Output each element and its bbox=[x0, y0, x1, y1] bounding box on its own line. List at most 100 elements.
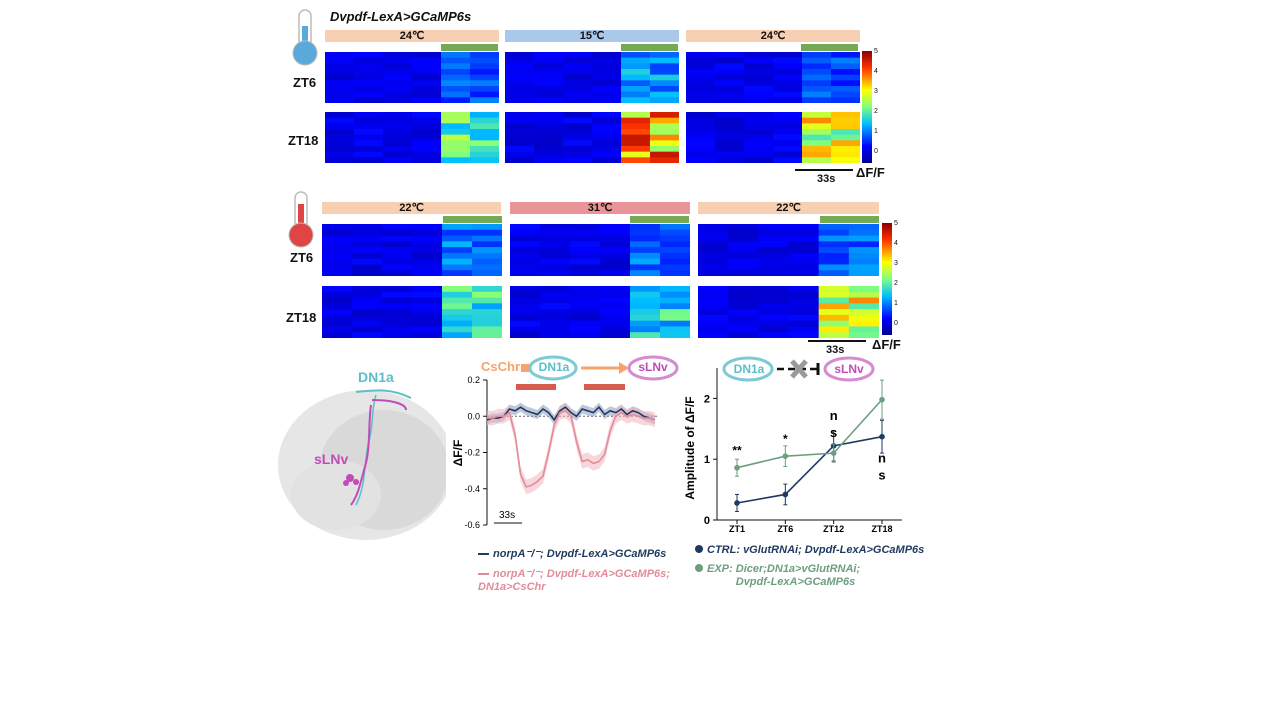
heatmap-cell bbox=[325, 52, 355, 59]
x-tick-label: ZT6 bbox=[777, 524, 793, 534]
heatmap-cell bbox=[831, 151, 860, 158]
heatmap-cell bbox=[715, 86, 745, 93]
significance-label: s bbox=[878, 467, 885, 482]
heatmap-cell bbox=[563, 52, 593, 59]
colorbar-tick: 2 bbox=[894, 280, 898, 287]
node-slnv: sLNv bbox=[638, 360, 668, 374]
heatmap-cell bbox=[802, 112, 832, 119]
heatmap-cell bbox=[354, 91, 384, 98]
heatmap-cell bbox=[650, 86, 679, 93]
node-dn1a: DN1a bbox=[538, 360, 570, 374]
heatmap-cell bbox=[382, 291, 413, 299]
heatmap-cell bbox=[325, 134, 355, 141]
heatmap-cell bbox=[818, 291, 850, 299]
heatmap-cell bbox=[325, 146, 355, 153]
colorbar-tick: 1 bbox=[894, 300, 898, 307]
heatmap-cell bbox=[505, 117, 535, 124]
heatmap-cell bbox=[630, 270, 661, 276]
colorbar-tick: 3 bbox=[894, 260, 898, 267]
heatmap-cell bbox=[698, 286, 729, 293]
heatmap-cell bbox=[412, 140, 442, 147]
heatmap-cell bbox=[744, 112, 774, 119]
heatmap-cell bbox=[570, 297, 601, 304]
heatmap-cell bbox=[540, 291, 571, 299]
heatmap-cell bbox=[505, 80, 535, 87]
heatmap-cell bbox=[686, 91, 716, 98]
legend-marker bbox=[695, 564, 703, 572]
heatmap-cell bbox=[412, 252, 443, 260]
heatmap-cell bbox=[540, 258, 571, 265]
heatmap-cell bbox=[630, 286, 661, 293]
heatmap-cell bbox=[441, 63, 471, 70]
heatmap-cell bbox=[660, 291, 690, 299]
heatmap-cell bbox=[630, 235, 661, 242]
heatmap-cell bbox=[505, 112, 535, 119]
heatmap-cell bbox=[442, 258, 473, 265]
heatmap-cell bbox=[744, 134, 774, 141]
y-tick-label: 2 bbox=[704, 393, 710, 405]
heatmap-cell bbox=[472, 264, 502, 271]
heatmap-cell bbox=[728, 229, 759, 237]
heatmap-cell bbox=[592, 91, 622, 98]
heatmap-cell bbox=[382, 247, 413, 254]
heatmap-cell bbox=[325, 112, 355, 119]
heatmap-cell bbox=[715, 57, 745, 64]
heatmap-cell bbox=[744, 63, 774, 70]
stim-bar bbox=[441, 44, 498, 51]
heatmap-cell bbox=[412, 320, 443, 327]
heatmap-cell bbox=[325, 117, 355, 124]
heatmap-cell bbox=[441, 157, 471, 163]
heatmap-cell bbox=[773, 74, 803, 81]
heatmap-cell bbox=[540, 297, 571, 304]
heatmap-cell bbox=[563, 97, 593, 103]
heatmap-cell bbox=[505, 97, 535, 103]
heatmap-cell bbox=[621, 97, 651, 103]
heatmap-cell bbox=[848, 247, 879, 254]
inhibition-diagram bbox=[722, 356, 875, 382]
node-slnv: sLNv bbox=[834, 362, 864, 376]
heatmap-cell bbox=[698, 303, 729, 310]
heatmap-cell bbox=[354, 117, 384, 124]
heatmap-cell bbox=[698, 291, 729, 299]
heatmap-cell bbox=[818, 314, 850, 322]
heatmap-cell bbox=[441, 140, 471, 147]
heatmap-cell bbox=[744, 157, 774, 163]
scale-bar bbox=[795, 169, 853, 171]
heatmap-cell bbox=[630, 264, 661, 271]
heatmap-cell bbox=[412, 157, 442, 163]
heatmap-cell bbox=[472, 291, 502, 299]
heatmap-cell bbox=[354, 112, 384, 119]
heatmap-cell bbox=[510, 326, 541, 333]
heatmap-cell bbox=[412, 309, 443, 316]
heatmap-cell bbox=[600, 286, 631, 293]
heatmap-cell bbox=[570, 326, 601, 333]
heatmap-cell bbox=[534, 86, 564, 93]
heatmap-cell bbox=[534, 74, 564, 81]
heatmap-cell bbox=[412, 151, 442, 158]
significance-label: * bbox=[783, 432, 788, 446]
heatmap-cell bbox=[352, 297, 383, 304]
heatmap-cell bbox=[563, 86, 593, 93]
heatmap-cell bbox=[698, 297, 729, 304]
heatmap-cell bbox=[773, 157, 803, 163]
heatmap-cell bbox=[788, 314, 820, 322]
heatmap-cell bbox=[325, 91, 355, 98]
heatmap-cell bbox=[412, 247, 443, 254]
heatmap-cell bbox=[848, 314, 879, 322]
heatmap-cell bbox=[660, 309, 690, 316]
heatmap bbox=[698, 224, 879, 276]
heatmap-cell bbox=[505, 157, 535, 163]
figure-title: Dvpdf-LexA>GCaMP6s bbox=[330, 9, 472, 24]
heatmap-cell bbox=[383, 112, 413, 119]
scale-bar bbox=[808, 340, 866, 342]
heatmap-cell bbox=[621, 74, 651, 81]
heatmap-cell bbox=[660, 320, 690, 327]
heatmap-cell bbox=[322, 320, 353, 327]
significance-label: n bbox=[878, 450, 886, 465]
heatmap-cell bbox=[472, 309, 502, 316]
heatmap-cell bbox=[441, 80, 471, 87]
heatmap-cell bbox=[773, 97, 803, 103]
data-point bbox=[734, 464, 740, 471]
heatmap-cell bbox=[848, 286, 879, 293]
heatmap-cell bbox=[818, 320, 850, 327]
